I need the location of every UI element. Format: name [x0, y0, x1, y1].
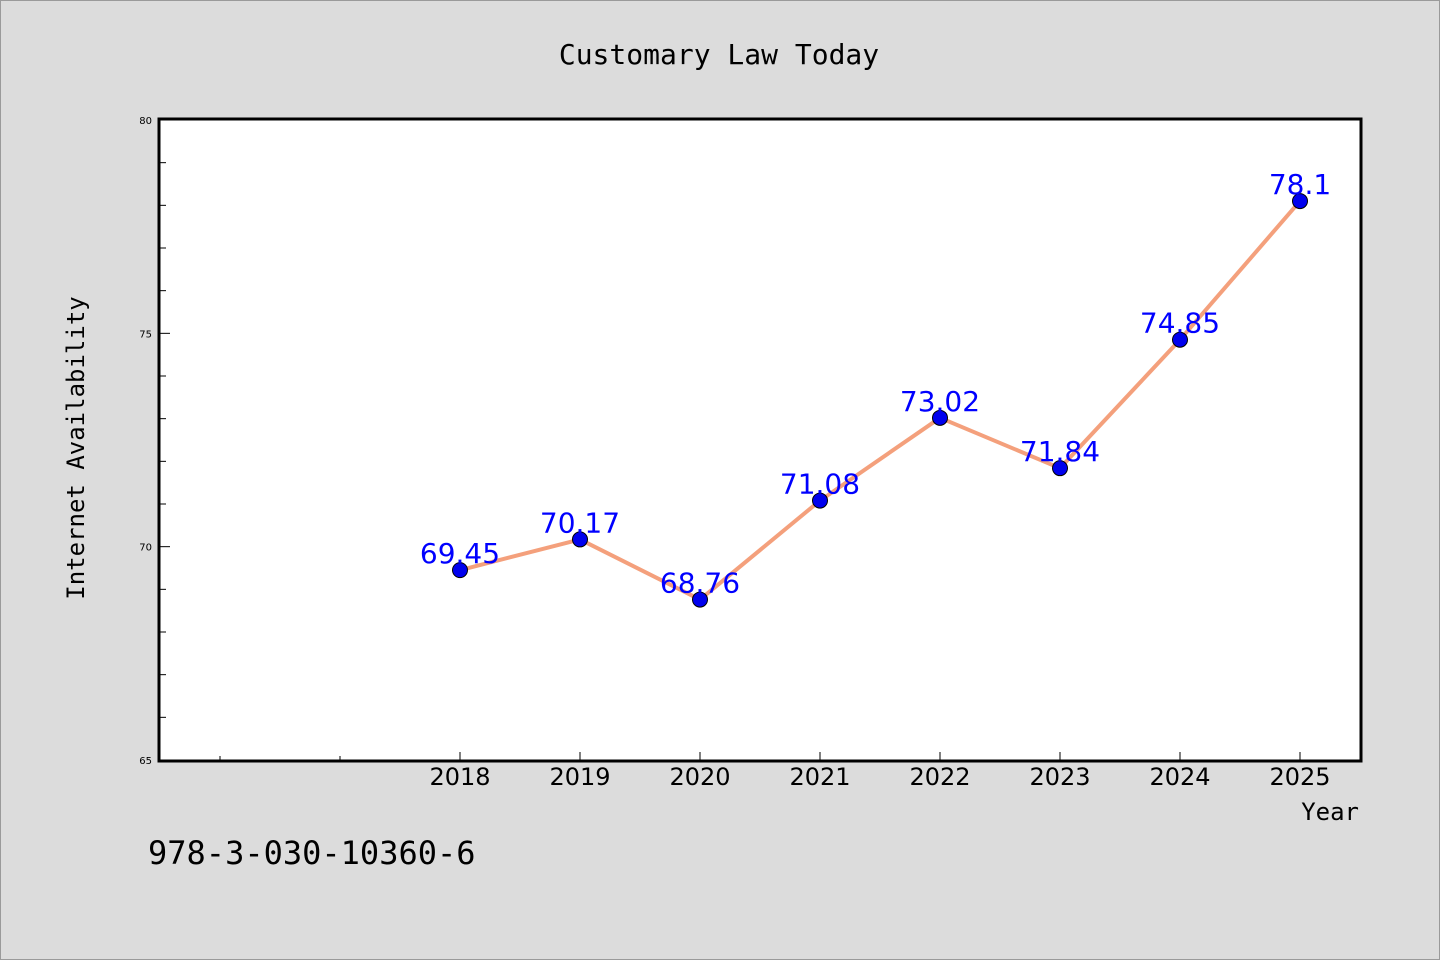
data-point-marker [452, 562, 468, 579]
data-point-marker [1292, 193, 1308, 210]
data-point-marker [1052, 460, 1068, 477]
y-axis-label: Internet Availability [62, 296, 90, 599]
data-point-marker [1172, 331, 1188, 348]
series-line [458, 199, 1302, 602]
data-labels: 69.45 70.17 68.76 71.08 73.02 71.84 74.85 78.1 [420, 168, 1331, 600]
data-label: 70.17 [540, 506, 620, 539]
chart-title: Customary Law Today [559, 38, 879, 71]
series-line-group [452, 193, 1308, 608]
data-point-marker [932, 409, 948, 426]
data-label: 71.08 [780, 468, 860, 501]
x-tick-label: 2020 [669, 763, 730, 791]
y-tick-label: 70 [139, 543, 152, 554]
y-tick-label: 65 [139, 756, 152, 767]
data-label: 69.45 [420, 537, 500, 570]
x-tick-label: 2025 [1269, 763, 1330, 791]
data-label: 71.84 [1020, 435, 1100, 468]
x-tick-label: 2021 [789, 763, 850, 791]
x-tick-label: 2024 [1149, 763, 1210, 791]
isbn-footer: 978-3-030-10360-6 [148, 834, 476, 872]
x-tick-label: 2018 [429, 763, 490, 791]
x-tick-label: 2023 [1029, 763, 1090, 791]
data-point-marker [812, 492, 828, 509]
y-axis: 65 70 75 80 [139, 116, 170, 767]
data-point-marker [572, 531, 588, 548]
data-label: 78.1 [1269, 168, 1331, 201]
data-point-marker [692, 591, 708, 608]
data-label: 74.85 [1140, 307, 1220, 340]
y-tick-label: 75 [139, 329, 152, 340]
x-tick-label: 2022 [909, 763, 970, 791]
data-label: 73.02 [900, 385, 980, 418]
x-axis: 2018 2019 2020 2021 2022 2023 2024 2025 [219, 752, 1331, 791]
x-tick-label: 2019 [549, 763, 610, 791]
data-label: 68.76 [660, 567, 740, 600]
y-tick-label: 80 [139, 116, 152, 127]
plot-area [157, 117, 1363, 763]
x-axis-label: Year [1301, 798, 1359, 826]
